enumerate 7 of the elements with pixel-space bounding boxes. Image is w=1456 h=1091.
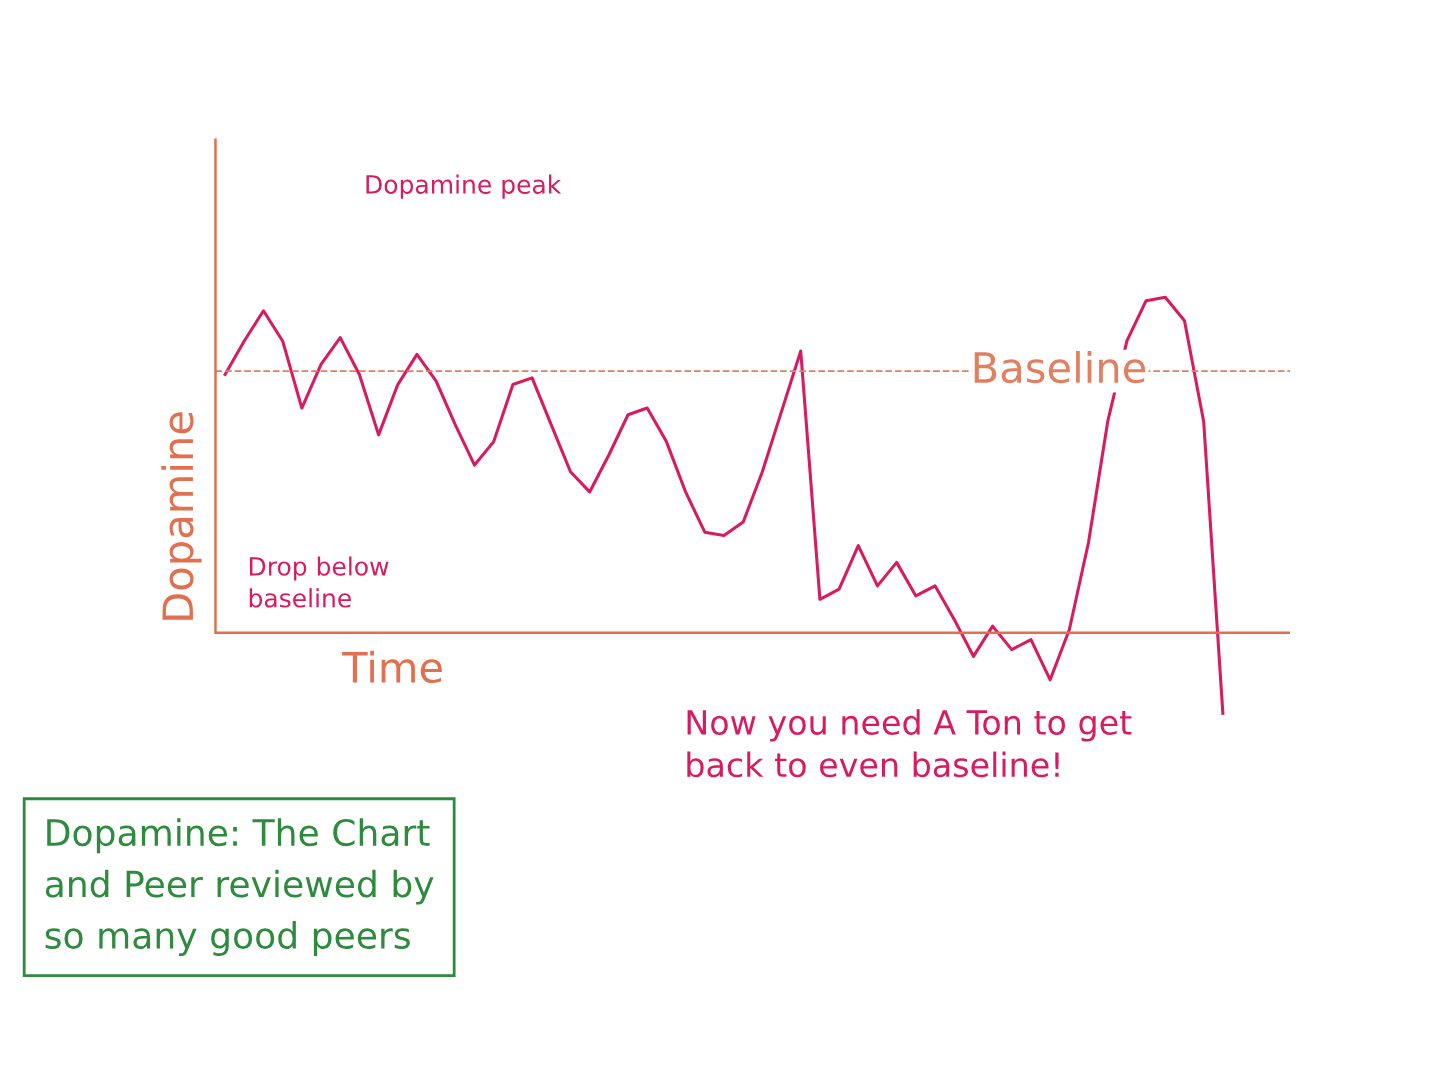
text: Dopamine peak xyxy=(366,174,562,199)
annotation: Drop below baseline xyxy=(249,556,389,608)
ref-line-label: Baseline xyxy=(974,350,1146,384)
x-axis-title: Time xyxy=(342,650,442,684)
text: Dopamine: The Chart and Peer reviewed by so many good peers xyxy=(45,818,434,957)
annotation: Now you need A Ton to get back to even baseline! xyxy=(687,709,1132,778)
y-axis-title: Dopamine xyxy=(161,412,202,620)
